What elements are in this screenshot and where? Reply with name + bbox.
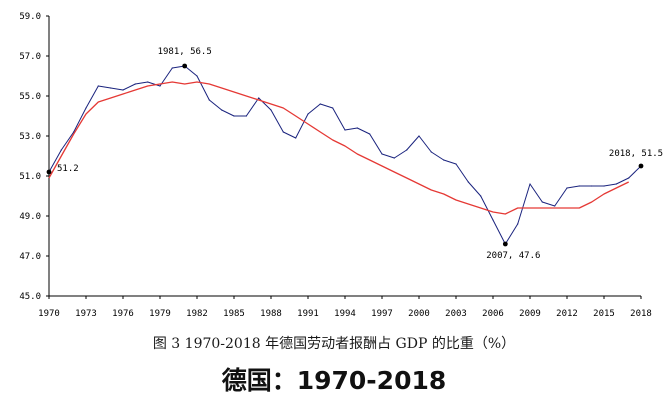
data-point: [60, 149, 62, 151]
data-point: [492, 219, 494, 221]
x-tick-label: 1979: [149, 309, 171, 319]
data-point: [554, 205, 556, 207]
x-tick-label: 2018: [630, 309, 652, 319]
annotation-marker: [46, 169, 52, 175]
x-tick-label: 1982: [186, 309, 208, 319]
data-point: [110, 87, 112, 89]
data-point: [295, 137, 297, 139]
data-point: [603, 185, 605, 187]
y-tick-label: 57.0: [19, 52, 41, 62]
x-tick-label: 2012: [556, 309, 578, 319]
y-tick-label: 51.0: [19, 172, 41, 182]
chart-subtitle: 德国：1970-2018: [221, 366, 447, 395]
data-point: [171, 67, 173, 69]
series-line-labor-share: [48, 65, 642, 245]
x-tick-label: 1970: [38, 309, 60, 319]
data-point: [208, 99, 210, 101]
data-point: [270, 109, 272, 111]
data-point: [196, 75, 198, 77]
x-tick-label: 1988: [260, 309, 282, 319]
x-tick-label: 2000: [408, 309, 430, 319]
data-point: [591, 185, 593, 187]
data-point: [430, 151, 432, 153]
data-point: [245, 115, 247, 117]
data-point: [221, 109, 223, 111]
data-point: [455, 163, 457, 165]
data-point: [566, 187, 568, 189]
annotations: 51.2 1981, 56.5 2007, 47.6 2018, 51.5: [46, 47, 663, 261]
data-point: [332, 107, 334, 109]
series-points: [48, 65, 642, 245]
data-point: [628, 177, 630, 179]
annotation-label: 51.2: [57, 164, 79, 174]
data-point: [480, 195, 482, 197]
data-point: [578, 185, 580, 187]
data-point: [307, 113, 309, 115]
data-point: [381, 153, 383, 155]
data-point: [418, 135, 420, 137]
data-point: [541, 201, 543, 203]
annotation-marker: [182, 63, 188, 69]
x-tick-label: 2015: [593, 309, 615, 319]
annotation-marker: [502, 241, 508, 247]
data-point: [134, 83, 136, 85]
data-point: [529, 183, 531, 185]
y-tick-label: 47.0: [19, 252, 41, 262]
x-tick-label: 1973: [75, 309, 97, 319]
x-tick-label: 1985: [223, 309, 245, 319]
data-point: [73, 131, 75, 133]
annotation-label: 2007, 47.6: [486, 251, 540, 261]
data-point: [369, 133, 371, 135]
data-point: [406, 149, 408, 151]
data-point: [159, 85, 161, 87]
y-tick-label: 49.0: [19, 212, 41, 222]
data-point: [356, 127, 358, 129]
data-point: [344, 129, 346, 131]
data-point: [147, 81, 149, 83]
data-point: [467, 181, 469, 183]
data-point: [85, 107, 87, 109]
x-tick-label: 1976: [112, 309, 134, 319]
x-tick-label: 1994: [334, 309, 356, 319]
data-point: [233, 115, 235, 117]
x-tick-labels: 1970 1973 1976 1979 1982 1985 1988 1991 1994 1997…: [38, 296, 652, 319]
data-point: [517, 223, 519, 225]
y-tick-label: 53.0: [19, 132, 41, 142]
x-tick-label: 2006: [482, 309, 504, 319]
x-tick-label: 2003: [445, 309, 467, 319]
figure-caption: 图 3 1970-2018 年德国劳动者报酬占 GDP 的比重（%）: [152, 336, 516, 352]
x-tick-label: 2009: [519, 309, 541, 319]
data-point: [443, 159, 445, 161]
line-chart: 45.047.049.051.053.055.057.059.0 1970 197…: [19, 12, 663, 319]
data-point: [122, 89, 124, 91]
series-lines: [48, 65, 642, 245]
data-point: [393, 157, 395, 159]
annotation-label: 1981, 56.5: [158, 47, 212, 57]
series-line-trend: [48, 81, 629, 215]
x-tick-label: 1991: [297, 309, 319, 319]
data-point: [615, 183, 617, 185]
data-point: [258, 97, 260, 99]
data-point: [319, 103, 321, 105]
x-tick-label: 1997: [371, 309, 393, 319]
y-tick-labels: 45.0 47.0 49.0 51.0 53.0 55.0 57.0 59.0: [19, 12, 49, 302]
y-tick-label: 59.0: [19, 12, 41, 22]
y-tick-label: 45.0: [19, 292, 41, 302]
annotation-label: 2018, 51.5: [609, 149, 663, 159]
data-point: [282, 131, 284, 133]
annotation-marker: [638, 163, 644, 169]
y-tick-label: 55.0: [19, 92, 41, 102]
data-point: [97, 85, 99, 87]
